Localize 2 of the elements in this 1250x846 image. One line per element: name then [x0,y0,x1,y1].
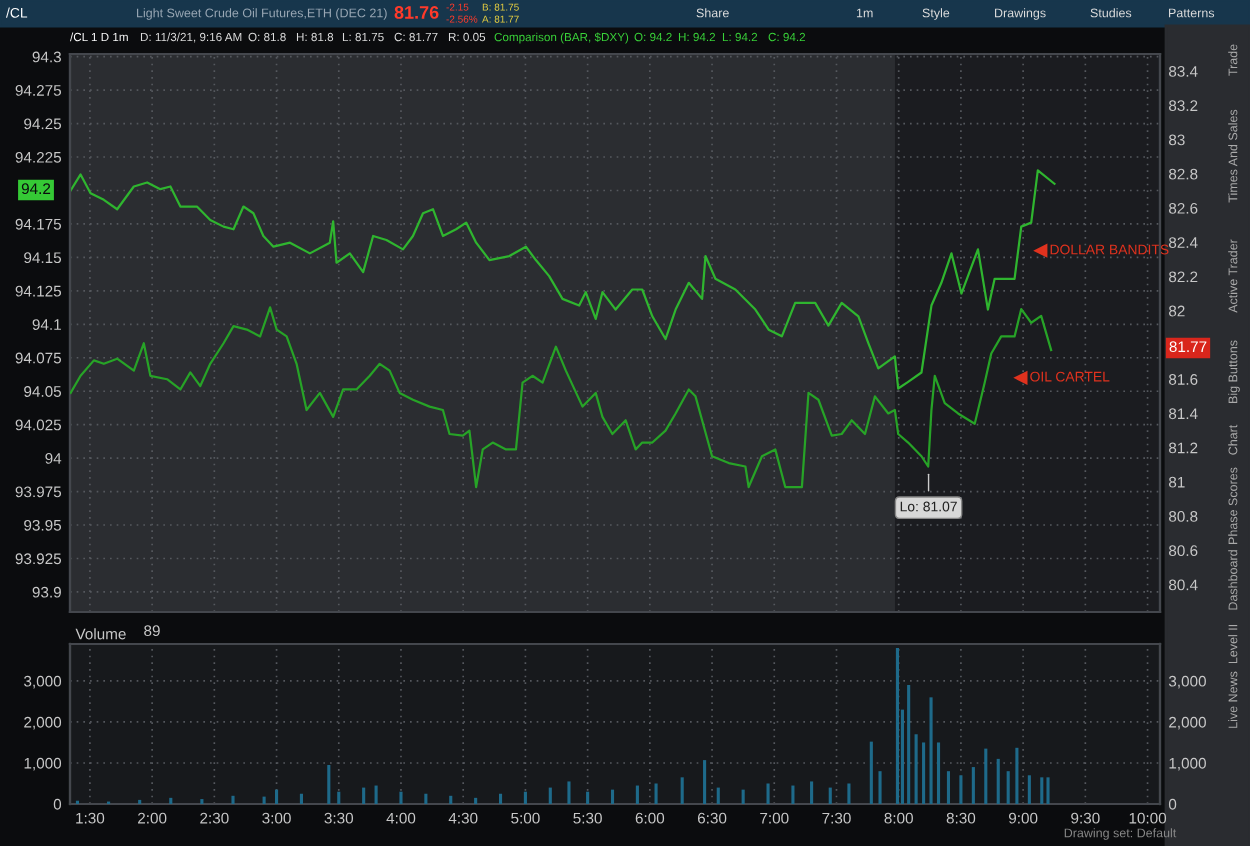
text: 81.76 [394,6,439,19]
line-series [70,306,1053,489]
